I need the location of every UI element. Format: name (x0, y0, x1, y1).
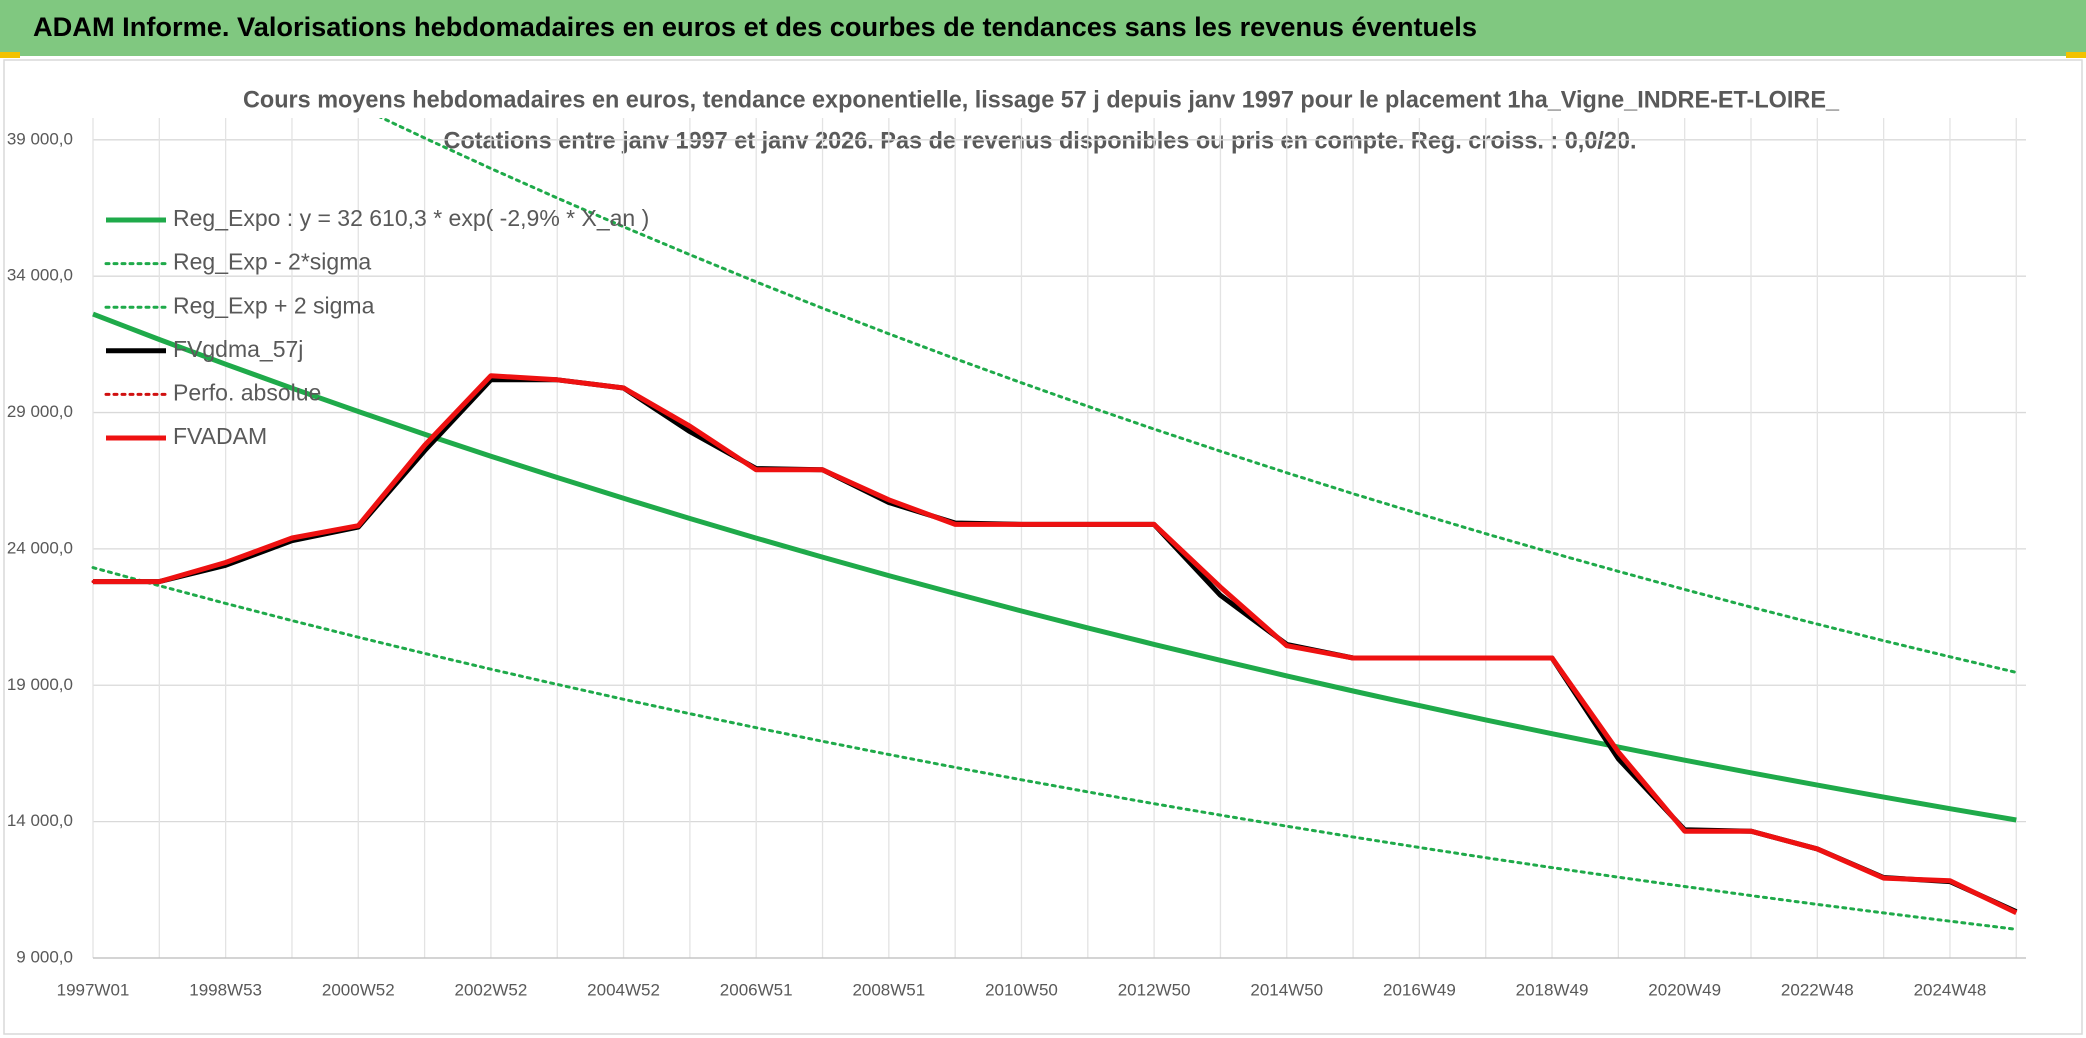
x-tick-label: 2016W49 (1383, 980, 1456, 999)
chart-subtitle: Cotations entre janv 1997 et janv 2026. … (444, 127, 1637, 154)
x-tick-label: 2004W52 (587, 980, 660, 999)
chart-title: Cours moyens hebdomadaires en euros, ten… (243, 86, 1840, 113)
y-tick-label: 24 000,0 (7, 538, 73, 557)
x-tick-label: 1997W01 (57, 980, 130, 999)
corner-mark (2066, 52, 2086, 58)
series-line (92, 311, 2017, 823)
legend: Reg_Expo : y = 32 610,3 * exp( -2,9% * X… (104, 205, 649, 449)
legend-label: Perfo. absolue (173, 379, 321, 405)
series-line (93, 373, 2018, 915)
y-tick-label: 29 000,0 (7, 402, 73, 421)
x-tick-label: 2008W51 (852, 980, 925, 999)
legend-label: FVADAM (173, 423, 267, 449)
legend-label: Reg_Expo : y = 32 610,3 * exp( -2,9% * X… (173, 205, 649, 231)
header-bar (0, 0, 2086, 56)
legend-label: Reg_Exp - 2*sigma (173, 249, 371, 275)
chart-frame (3, 59, 2083, 1035)
x-tick-label: 2014W50 (1250, 980, 1323, 999)
corner-mark (0, 52, 20, 58)
y-tick-label: 19 000,0 (7, 675, 73, 694)
y-tick-label: 39 000,0 (7, 129, 73, 148)
x-tick-label: 2020W49 (1648, 980, 1721, 999)
y-tick-label: 9 000,0 (16, 947, 73, 966)
legend-label: Reg_Exp + 2 sigma (173, 292, 375, 318)
y-tick-label: 34 000,0 (7, 266, 73, 285)
series-line (378, 118, 2018, 674)
legend-label: FVgdma_57j (173, 336, 303, 362)
plot-area (91, 118, 2018, 931)
x-tick-label: 2022W48 (1781, 980, 1854, 999)
x-tick-label: 1998W53 (189, 980, 262, 999)
x-tick-label: 2024W48 (1914, 980, 1987, 999)
x-tick-label: 2018W49 (1516, 980, 1589, 999)
x-tick-label: 2006W51 (720, 980, 793, 999)
header-title: ADAM Informe. Valorisations hebdomadaire… (33, 12, 1477, 42)
x-tick-label: 2002W52 (455, 980, 528, 999)
y-tick-label: 14 000,0 (7, 811, 73, 830)
axes: 9 000,0 14 000,0 19 000,0 24 000,0 29 000,0 3… (7, 129, 2026, 999)
series-line (91, 566, 2018, 931)
x-tick-label: 2000W52 (322, 980, 395, 999)
x-tick-label: 2012W50 (1118, 980, 1191, 999)
x-tick-label: 2010W50 (985, 980, 1058, 999)
